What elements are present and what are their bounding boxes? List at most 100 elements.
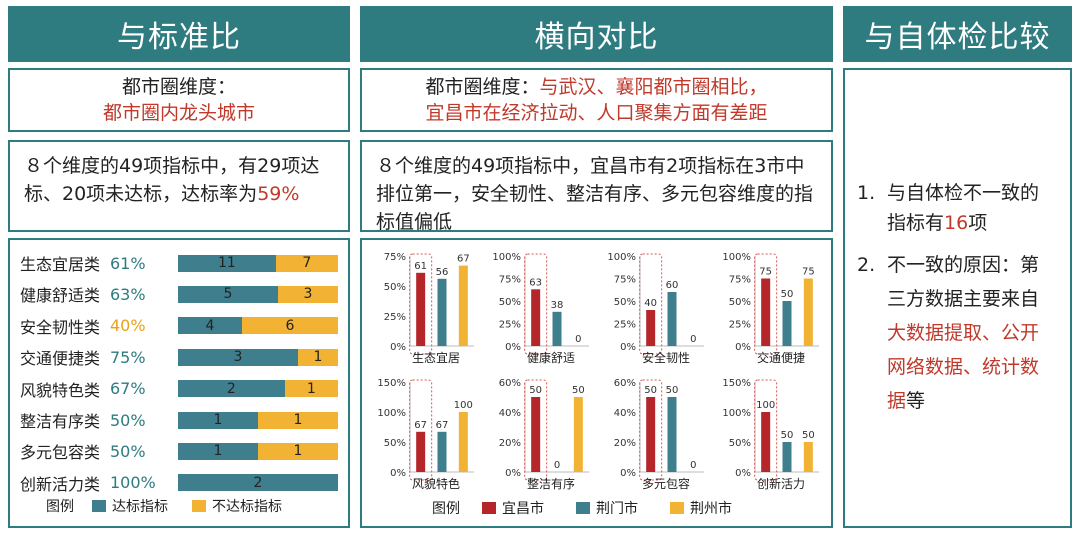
legend-unmet-swatch xyxy=(192,500,206,512)
bar-荆门市 xyxy=(667,397,677,472)
tick-label: 100% xyxy=(722,408,751,419)
finding-2-line1: 不一致的原因：第 xyxy=(887,254,1040,276)
data-label: 50 xyxy=(666,385,679,396)
mini-chart-title: 生态宜居 xyxy=(412,350,460,365)
bar-荆门市 xyxy=(782,442,792,472)
bar-宜昌市 xyxy=(761,412,771,472)
finding-2-line3: 大数据提取、公开 xyxy=(887,322,1040,344)
category-row: 风貌特色类 67% 2 1 xyxy=(20,378,338,400)
bar-荆州市 xyxy=(458,265,468,346)
finding-item-2: 2. 不一致的原因：第 三方数据主要来自 大数据提取、公开 网络数据、统计数 据… xyxy=(857,248,1058,418)
legend-met-label: 达标指标 xyxy=(112,499,168,515)
left-legend-title: 图例 xyxy=(46,499,74,515)
category-name: 安全韧性类 xyxy=(20,317,101,337)
data-label: 0 xyxy=(690,460,696,471)
tick-label: 60% xyxy=(499,378,521,389)
category-row: 生态宜居类 61% 11 7 xyxy=(20,252,338,274)
mini-chart-title: 风貌特色 xyxy=(412,476,460,491)
mini-chart: 100% 75% 50% 25% 0% 75 50 75 交通便捷 xyxy=(715,248,825,374)
met-segment: 3 xyxy=(178,348,298,366)
stacked-bar: 2 xyxy=(178,474,338,492)
middle-summary-box: ８个维度的49项指标中，宜昌市有2项指标在3市中排位第一，安全韧性、整洁有序、多… xyxy=(360,140,833,233)
category-name: 健康舒适类 xyxy=(20,286,101,306)
tick-label: 75% xyxy=(384,252,406,263)
bar-宜昌市 xyxy=(531,289,541,346)
tick-label: 100% xyxy=(492,252,521,263)
middle-dimension-box: 都市圈维度：与武汉、襄阳都市圈相比， 宜昌市在经济拉动、人口聚集方面有差距 xyxy=(360,68,833,132)
finding-2-line5: 据 xyxy=(887,390,907,412)
bar-荆门市 xyxy=(667,292,677,346)
bar-宜昌市 xyxy=(416,431,426,472)
data-label: 100 xyxy=(756,400,775,411)
header-self-check-comparison: 与自体检比较 xyxy=(843,6,1072,62)
tick-label: 0% xyxy=(735,468,751,479)
data-label: 67 xyxy=(457,254,470,265)
tick-label: 75% xyxy=(729,275,751,286)
unmet-segment: 3 xyxy=(278,285,338,303)
bar-宜昌市 xyxy=(761,278,771,346)
tick-label: 25% xyxy=(729,320,751,331)
data-label: 0 xyxy=(690,334,696,345)
yichang-highlight xyxy=(524,253,548,355)
tick-label: 0% xyxy=(505,342,521,353)
legend-met-swatch xyxy=(92,500,106,512)
legend-jingzhou-swatch xyxy=(670,502,684,514)
left-summary-box: ８个维度的49项指标中，有29项达标、20项未达标，达标率为59% xyxy=(8,140,350,232)
middle-dimension-line1: 与武汉、襄阳都市圈相比， xyxy=(539,76,768,98)
mini-chart: 100% 75% 50% 25% 0% 40 60 0 安全韧性 xyxy=(600,248,710,374)
category-name: 风貌特色类 xyxy=(20,380,101,400)
tick-label: 50% xyxy=(499,297,521,308)
tick-label: 75% xyxy=(614,275,636,286)
mini-chart-title: 安全韧性 xyxy=(642,350,690,365)
category-rate: 50% xyxy=(110,441,146,461)
unmet-segment: 6 xyxy=(242,317,338,335)
middle-dimension-line2: 宜昌市在经济拉动、人口聚集方面有差距 xyxy=(425,102,768,124)
finding-2-line4: 网络数据、统计数 xyxy=(887,356,1040,378)
mini-chart: 150% 100% 50% 0% 67 67 100 风貌特色 xyxy=(370,374,480,500)
tick-label: 100% xyxy=(377,408,406,419)
bar-荆州市 xyxy=(573,397,583,472)
tick-label: 25% xyxy=(384,312,406,323)
tick-label: 20% xyxy=(499,438,521,449)
legend-unmet-label: 不达标指标 xyxy=(212,499,282,515)
mini-chart: 75% 50% 25% 0% 61 56 67 生态宜居 xyxy=(370,248,480,374)
header-standard-comparison: 与标准比 xyxy=(8,6,350,62)
unmet-segment: 1 xyxy=(258,442,338,460)
category-rate: 61% xyxy=(110,253,146,273)
left-dimension-value: 都市圈内龙头城市 xyxy=(102,102,255,124)
category-row: 整洁有序类 50% 1 1 xyxy=(20,409,338,431)
legend-jingmen-label: 荆门市 xyxy=(596,501,638,517)
finding-item-1: 1. 与自体检不一致的 指标有16项 xyxy=(857,178,1058,238)
category-row: 健康舒适类 63% 5 3 xyxy=(20,283,338,306)
met-segment: 2 xyxy=(178,380,285,398)
tick-label: 50% xyxy=(614,297,636,308)
data-label: 100 xyxy=(454,400,473,411)
bar-荆门市 xyxy=(782,301,792,346)
met-segment: 1 xyxy=(178,411,258,429)
category-name: 多元包容类 xyxy=(20,443,101,463)
tick-label: 100% xyxy=(607,252,636,263)
met-segment: 11 xyxy=(178,254,276,272)
finding-1-unit: 项 xyxy=(968,212,988,234)
tick-label: 0% xyxy=(735,342,751,353)
left-dimension-box: 都市圈维度： 都市圈内龙头城市 xyxy=(8,68,350,132)
bar-宜昌市 xyxy=(646,397,656,472)
right-findings-box: 1. 与自体检不一致的 指标有16项 2. 不一致的原因：第 三方数据主要来自 … xyxy=(843,68,1072,528)
bar-荆州市 xyxy=(803,442,813,472)
finding-2-end: 等 xyxy=(906,390,926,412)
category-name: 生态宜居类 xyxy=(20,255,101,274)
category-rate: 100% xyxy=(110,473,156,493)
left-summary-rate: 59% xyxy=(257,183,300,205)
mini-chart-title: 整洁有序 xyxy=(527,476,575,491)
category-rate: 63% xyxy=(110,284,146,304)
legend-yichang-label: 宜昌市 xyxy=(502,501,544,517)
tick-label: 75% xyxy=(499,275,521,286)
data-label: 61 xyxy=(414,261,427,272)
bar-宜昌市 xyxy=(416,272,426,346)
met-segment: 1 xyxy=(178,442,258,460)
category-row: 多元包容类 50% 1 1 xyxy=(20,440,338,463)
mini-chart: 100% 75% 50% 25% 0% 63 38 0 健康舒适 xyxy=(485,248,595,374)
category-rate: 67% xyxy=(110,379,146,399)
